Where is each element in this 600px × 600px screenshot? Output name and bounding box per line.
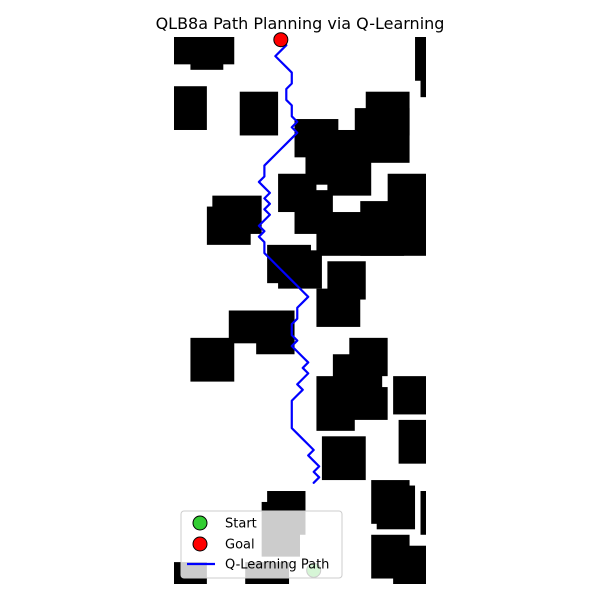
obstacle-block: [239, 91, 279, 136]
obstacle-block: [316, 288, 361, 327]
obstacle-block: [393, 545, 426, 584]
obstacle-block: [206, 206, 251, 245]
legend-frame: [180, 510, 343, 579]
plot-area: [174, 32, 426, 584]
legend: Start Goal Q-Learning Path: [180, 510, 343, 579]
obstacle-block: [190, 337, 235, 382]
obstacle-block: [278, 250, 322, 289]
obstacle-block: [256, 315, 295, 355]
obstacle-block: [398, 419, 426, 464]
goal-marker: [273, 32, 289, 48]
obstacle-block: [316, 212, 405, 256]
obstacle-block: [376, 485, 416, 530]
obstacle-block: [190, 58, 224, 70]
obstacle-block: [174, 86, 207, 130]
obstacle-block: [420, 75, 426, 98]
obstacle-block: [393, 376, 426, 415]
legend-goal-swatch: [192, 536, 208, 552]
obstacle-block: [420, 491, 426, 535]
legend-label: Start: [225, 517, 257, 532]
legend-label: Goal: [225, 538, 255, 553]
obstacle-block: [321, 436, 366, 481]
obstacle-block: [415, 37, 426, 81]
legend-start-swatch: [192, 515, 208, 531]
q-learning-path-line: [257, 38, 321, 484]
chart-title: QLB8a Path Planning via Q-Learning: [156, 14, 445, 33]
legend-label: Q-Learning Path: [225, 558, 329, 573]
obstacle-block: [332, 387, 388, 420]
obstacle-block: [327, 146, 372, 196]
